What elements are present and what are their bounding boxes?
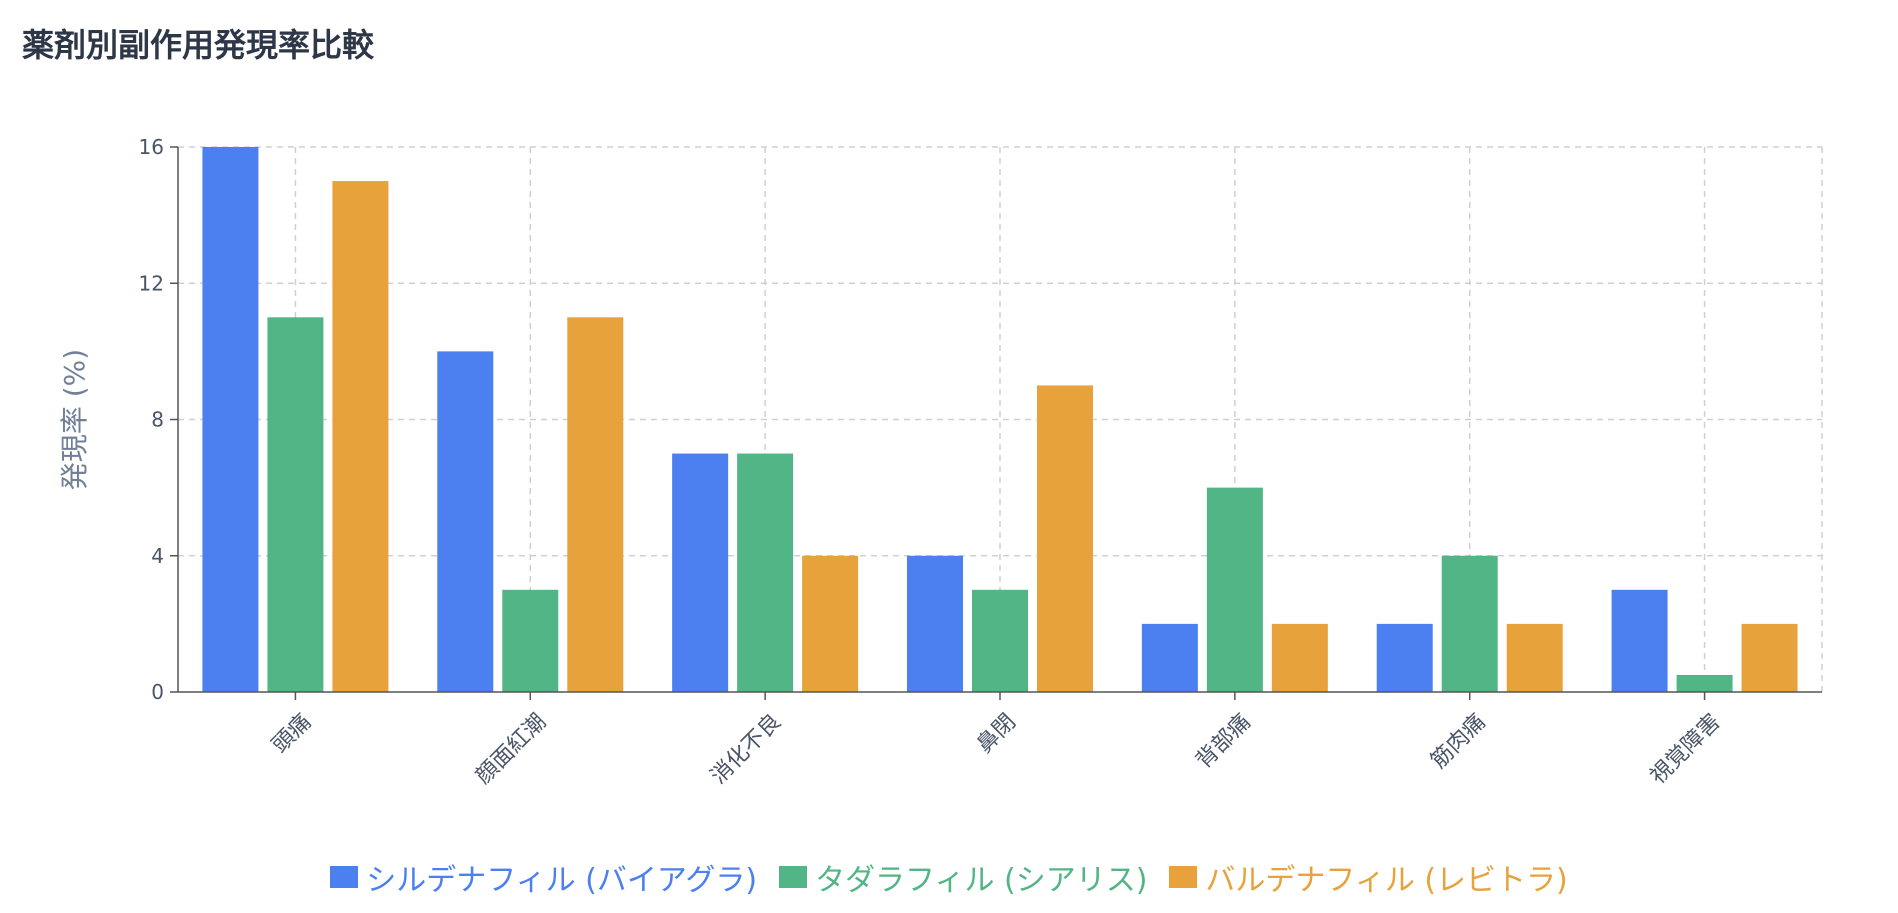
legend: シルデナフィル (バイアグラ) タダラフィル (シアリス) バルデナフィル (レビト… [0,855,1898,899]
bar[interactable] [437,351,494,692]
y-tick-label: 8 [151,408,164,432]
bar[interactable] [1037,385,1093,692]
bars [202,147,1798,692]
bar[interactable] [502,589,559,692]
x-tick-label: 消化不良 [706,709,786,789]
legend-item[interactable]: タダラフィル (シアリス) [779,855,1147,899]
bar[interactable] [1676,674,1733,692]
bar[interactable] [1741,623,1798,692]
bar[interactable] [202,147,259,692]
legend-swatch [330,866,359,888]
bar[interactable] [972,589,1028,692]
bar[interactable] [907,555,963,692]
bar[interactable] [1441,555,1498,692]
legend-item[interactable]: バルデナフィル (レビトラ) [1169,855,1568,899]
bar[interactable] [1141,623,1198,692]
x-tick-label: 顔面紅潮 [471,709,551,789]
bar[interactable] [267,317,324,692]
x-tick-label: 背部痛 [1191,709,1255,773]
y-tick-label: 0 [151,680,164,704]
bar[interactable] [1206,487,1263,692]
legend-label: シルデナフィル (バイアグラ) [366,863,758,898]
legend-swatch [1169,866,1198,888]
legend-label: タダラフィル (シアリス) [815,863,1148,898]
chart-title: 薬剤別副作用発現率比較 [22,26,375,64]
y-tick-label: 12 [139,271,164,295]
legend-swatch [779,866,808,888]
x-tick-label: 頭痛 [268,709,317,758]
bar[interactable] [567,317,624,692]
bar[interactable] [1271,623,1328,692]
y-tick-label: 16 [139,135,164,159]
y-tick-label: 4 [151,544,164,568]
bar[interactable] [802,555,859,692]
y-tick-labels: 0 4 8 12 16 [139,135,178,704]
legend-item[interactable]: シルデナフィル (バイアグラ) [330,855,757,899]
bar[interactable] [1376,623,1433,692]
x-tick-label: 筋肉痛 [1426,709,1490,773]
bar[interactable] [672,453,729,692]
y-axis-title: 発現率 (%) [58,349,91,490]
x-tick-label: 視覚障害 [1646,709,1726,789]
x-tick-label: 鼻閉 [972,709,1021,758]
bar[interactable] [332,181,389,692]
x-tick-labels: 頭痛 顔面紅潮 消化不良 鼻閉 背部痛 筋肉痛 視覚障害 [268,692,1726,789]
legend-label: バルデナフィル (レビトラ) [1205,863,1568,898]
bar[interactable] [1506,623,1563,692]
bar[interactable] [737,453,794,692]
bar[interactable] [1611,589,1668,692]
